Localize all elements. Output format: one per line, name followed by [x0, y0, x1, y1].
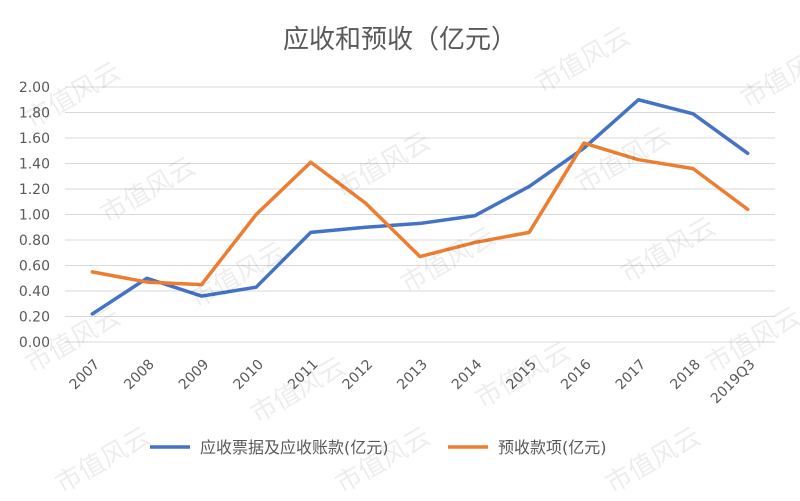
chart-title: 应收和预收（亿元） [283, 25, 517, 55]
x-tick-label: 2011 [285, 357, 322, 394]
legend-label: 预收款项(亿元) [498, 438, 607, 457]
series-line-0 [92, 100, 747, 314]
x-tick-label: 2014 [449, 356, 486, 393]
x-tick-label: 2018 [667, 357, 704, 394]
y-tick-label: 1.40 [19, 157, 50, 173]
chart: 应收和预收（亿元） 0.00 0.20 0.40 0.60 0.80 1.00 1.20 1.… [0, 0, 800, 480]
x-tick-label: 2012 [340, 357, 377, 394]
x-tick-label: 2008 [121, 357, 158, 394]
x-tick-label: 2010 [230, 357, 267, 394]
y-tick-label: 0.80 [19, 233, 50, 249]
x-tick-label: 2009 [176, 357, 213, 394]
y-tick-label: 1.00 [19, 208, 50, 224]
y-tick-label: 0.00 [19, 335, 50, 351]
series-lines [92, 100, 748, 314]
x-tick-label: 2016 [558, 356, 595, 393]
y-tick-label: 1.60 [19, 131, 50, 147]
x-tick-label: 2007 [67, 357, 104, 394]
y-tick-label: 1.80 [19, 106, 50, 122]
y-tick-label: 1.20 [19, 182, 50, 198]
chart-canvas: 应收和预收（亿元） 0.00 0.20 0.40 0.60 0.80 1.00 1.20 1.… [0, 0, 800, 480]
legend: 应收票据及应收账款(亿元) 预收款项(亿元) [150, 438, 607, 457]
x-tick-label: 2017 [613, 357, 650, 394]
series-line-1 [92, 143, 747, 285]
x-axis-ticks: 2007 2008 2009 2010 2011 2012 2013 2014 2015 2016… [67, 356, 759, 407]
x-tick-label: 2019Q3 [708, 357, 759, 408]
y-axis-ticks: 0.00 0.20 0.40 0.60 0.80 1.00 1.20 1.40 1.60 1.80… [19, 80, 50, 351]
y-tick-label: 2.00 [19, 80, 50, 96]
x-tick-label: 2015 [504, 357, 541, 394]
gridlines [65, 87, 775, 342]
x-tick-label: 2013 [394, 357, 431, 394]
y-tick-label: 0.20 [19, 310, 50, 326]
y-tick-label: 0.40 [19, 284, 50, 300]
y-tick-label: 0.60 [19, 259, 50, 275]
legend-label: 应收票据及应收账款(亿元) [200, 438, 389, 457]
